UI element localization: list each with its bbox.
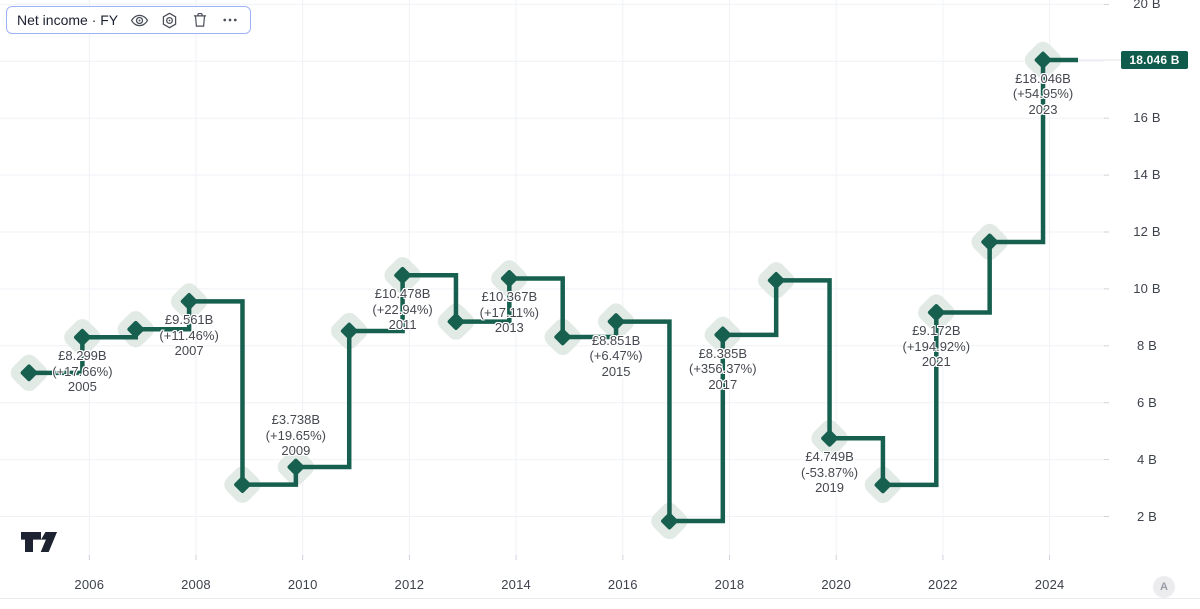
time-axis-label: 2014 — [501, 577, 531, 592]
data-point-2013 — [500, 270, 518, 287]
data-point-2019 — [821, 429, 838, 447]
price-axis-label: 4 B — [1136, 451, 1158, 467]
time-axis-label: 2020 — [821, 577, 852, 592]
time-axis-label: 2024 — [1034, 577, 1065, 592]
time-axis-label: 2006 — [74, 577, 105, 592]
more-options-icon — [223, 18, 237, 22]
eye-icon — [131, 14, 149, 26]
axis-separator — [0, 598, 1200, 599]
data-point-2016 — [661, 512, 678, 530]
data-point-2011 — [394, 266, 411, 284]
data-point-2018 — [767, 272, 785, 289]
attribution-badge[interactable]: A — [1153, 576, 1175, 598]
data-point-2010 — [340, 322, 358, 340]
data-point-2015 — [607, 313, 625, 330]
more-button[interactable] — [220, 11, 239, 30]
time-axis-label: 2016 — [607, 577, 638, 592]
data-point-2006 — [127, 320, 145, 338]
price-axis-label: 8 B — [1136, 337, 1158, 353]
data-point-2014 — [554, 328, 572, 346]
trash-icon — [193, 12, 206, 27]
price-axis-label: 10 B — [1133, 280, 1161, 296]
price-axis-label: 2 B — [1136, 508, 1158, 524]
time-axis-label: 2012 — [394, 577, 425, 592]
data-point-2009 — [287, 458, 305, 476]
data-point-2012 — [447, 313, 465, 330]
settings-button[interactable] — [160, 11, 179, 30]
series-legend[interactable]: Net income · FY — [6, 6, 252, 34]
net-income-step-line — [29, 57, 1078, 524]
data-point-2017 — [714, 326, 732, 344]
data-point-2004 — [20, 364, 38, 382]
data-point-2020 — [874, 476, 892, 494]
time-axis-label: 2008 — [181, 577, 211, 592]
data-point-2008 — [234, 476, 251, 493]
series-title: Net income · FY — [17, 12, 119, 28]
hide-button[interactable] — [130, 11, 149, 30]
data-point-2023 — [1034, 51, 1052, 69]
price-axis-label: 16 B — [1133, 110, 1161, 126]
price-axis-label: 12 B — [1133, 224, 1161, 239]
data-point-2005 — [74, 328, 91, 346]
data-point-2022 — [981, 233, 999, 251]
data-point-2007 — [180, 293, 198, 310]
last-price-badge: 18.046 B — [1121, 50, 1188, 69]
price-axis-label: 14 B — [1133, 167, 1161, 183]
price-axis-label: 6 B — [1136, 394, 1158, 410]
price-axis-label: 20 B — [1133, 0, 1161, 12]
remove-button[interactable] — [190, 11, 209, 30]
time-axis-label: 2022 — [928, 577, 958, 592]
settings-icon — [162, 12, 177, 28]
data-point-2021 — [927, 304, 945, 321]
time-axis-label: 2010 — [287, 577, 318, 592]
tradingview-logo[interactable] — [20, 531, 58, 555]
time-axis-label: 2018 — [714, 577, 745, 592]
